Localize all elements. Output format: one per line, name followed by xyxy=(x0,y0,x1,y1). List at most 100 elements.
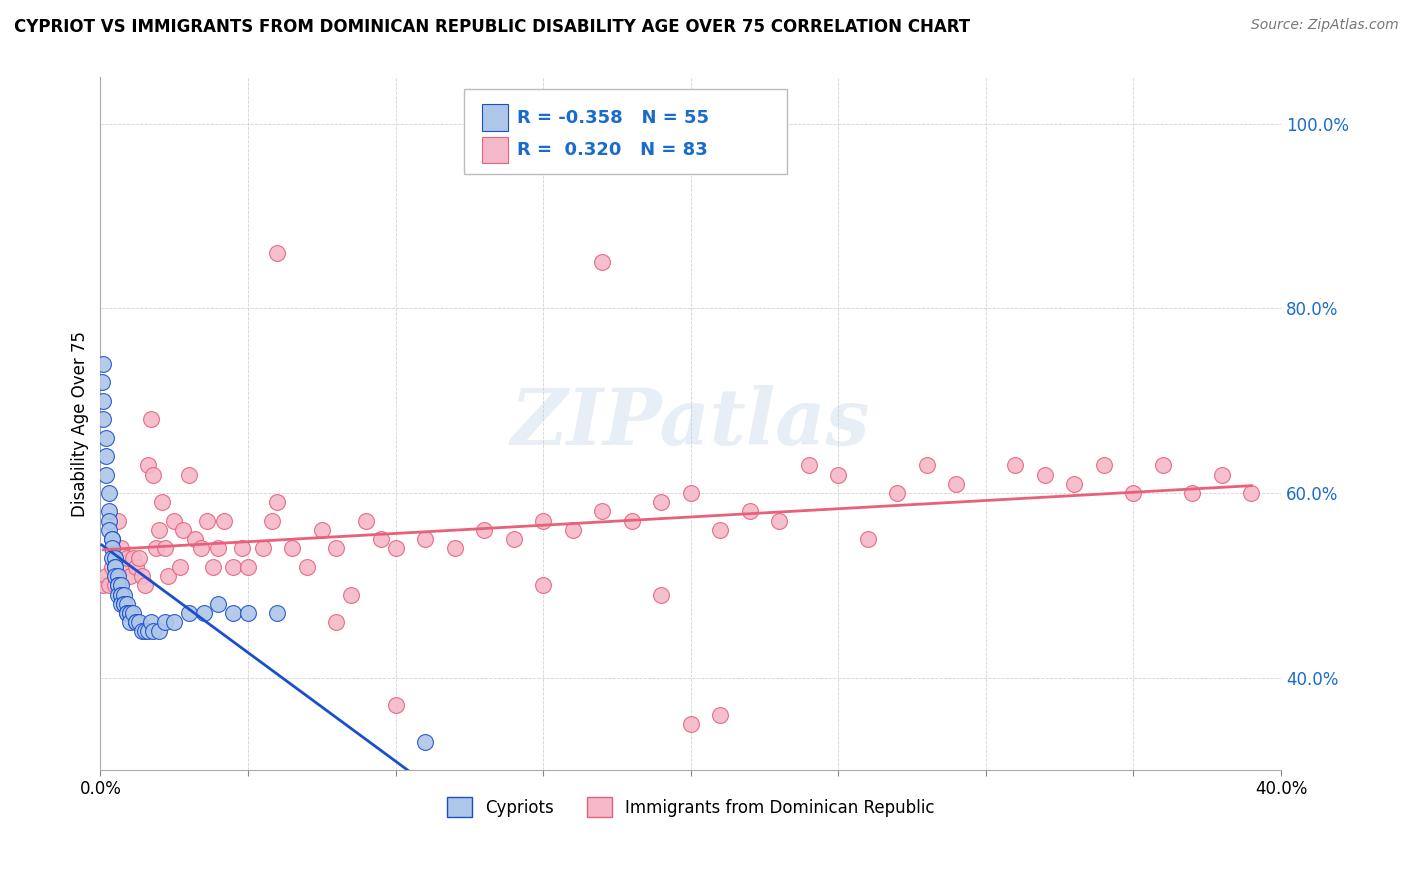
Point xyxy=(139,615,162,630)
Point xyxy=(148,624,170,639)
Point xyxy=(110,541,132,556)
Point xyxy=(98,486,121,500)
Y-axis label: Disability Age Over 75: Disability Age Over 75 xyxy=(72,331,89,516)
Point xyxy=(98,504,121,518)
Point xyxy=(177,467,200,482)
Point xyxy=(96,431,118,445)
Point xyxy=(157,569,180,583)
Point xyxy=(184,532,207,546)
Point xyxy=(502,532,524,546)
Point xyxy=(281,541,304,556)
Point xyxy=(110,597,132,611)
Point xyxy=(142,624,165,639)
Point xyxy=(709,707,731,722)
Point xyxy=(118,569,141,583)
Point xyxy=(207,597,229,611)
Point xyxy=(104,569,127,583)
Point xyxy=(195,514,218,528)
Point xyxy=(112,597,135,611)
Point xyxy=(134,578,156,592)
Point xyxy=(91,578,114,592)
Point xyxy=(104,559,127,574)
Point xyxy=(325,541,347,556)
Point xyxy=(107,578,129,592)
Point xyxy=(96,449,118,463)
Point xyxy=(91,393,114,408)
Point xyxy=(125,559,148,574)
Point xyxy=(110,578,132,592)
Point xyxy=(384,541,406,556)
Point xyxy=(121,550,143,565)
Text: ZIPatlas: ZIPatlas xyxy=(510,385,870,462)
Point xyxy=(98,578,121,592)
Point xyxy=(207,541,229,556)
Point xyxy=(128,615,150,630)
Point xyxy=(125,615,148,630)
Point xyxy=(260,514,283,528)
Point xyxy=(128,550,150,565)
Point xyxy=(1033,467,1056,482)
Point xyxy=(104,550,127,565)
Point xyxy=(115,606,138,620)
Point xyxy=(856,532,879,546)
Point xyxy=(172,523,194,537)
Point xyxy=(620,514,643,528)
Point xyxy=(125,615,148,630)
Point xyxy=(131,624,153,639)
Point xyxy=(115,606,138,620)
Point xyxy=(679,716,702,731)
Point xyxy=(679,486,702,500)
Point xyxy=(1211,467,1233,482)
Point xyxy=(98,523,121,537)
Point xyxy=(101,541,124,556)
Point xyxy=(101,550,124,565)
Point xyxy=(104,559,127,574)
Point xyxy=(214,514,236,528)
Point xyxy=(201,559,224,574)
Point xyxy=(236,606,259,620)
Point xyxy=(110,588,132,602)
Point xyxy=(266,606,288,620)
Point xyxy=(1152,458,1174,473)
Point xyxy=(1240,486,1263,500)
Point xyxy=(139,412,162,426)
Point xyxy=(148,523,170,537)
Point xyxy=(118,606,141,620)
Point xyxy=(1004,458,1026,473)
Point xyxy=(163,514,186,528)
Point xyxy=(131,569,153,583)
Point xyxy=(107,514,129,528)
Point xyxy=(222,606,245,620)
Point xyxy=(295,559,318,574)
Point xyxy=(266,495,288,509)
Point xyxy=(118,615,141,630)
Point xyxy=(531,514,554,528)
Point xyxy=(413,735,436,749)
Point xyxy=(91,357,114,371)
Point xyxy=(340,588,363,602)
Point xyxy=(96,569,118,583)
Point xyxy=(136,458,159,473)
Point xyxy=(190,541,212,556)
Point xyxy=(121,606,143,620)
Point xyxy=(1122,486,1144,500)
Point xyxy=(115,597,138,611)
Point xyxy=(354,514,377,528)
Point xyxy=(827,467,849,482)
Point xyxy=(98,514,121,528)
Point xyxy=(1063,476,1085,491)
Point xyxy=(1092,458,1115,473)
Point xyxy=(96,467,118,482)
Point xyxy=(561,523,583,537)
Point xyxy=(90,375,112,389)
Point xyxy=(112,597,135,611)
Text: R = -0.358   N = 55: R = -0.358 N = 55 xyxy=(517,109,710,127)
Point xyxy=(797,458,820,473)
Point xyxy=(177,606,200,620)
Point xyxy=(112,559,135,574)
Point xyxy=(104,578,127,592)
Point xyxy=(531,578,554,592)
Point xyxy=(370,532,392,546)
Text: CYPRIOT VS IMMIGRANTS FROM DOMINICAN REPUBLIC DISABILITY AGE OVER 75 CORRELATION: CYPRIOT VS IMMIGRANTS FROM DOMINICAN REP… xyxy=(14,18,970,36)
Point xyxy=(252,541,274,556)
